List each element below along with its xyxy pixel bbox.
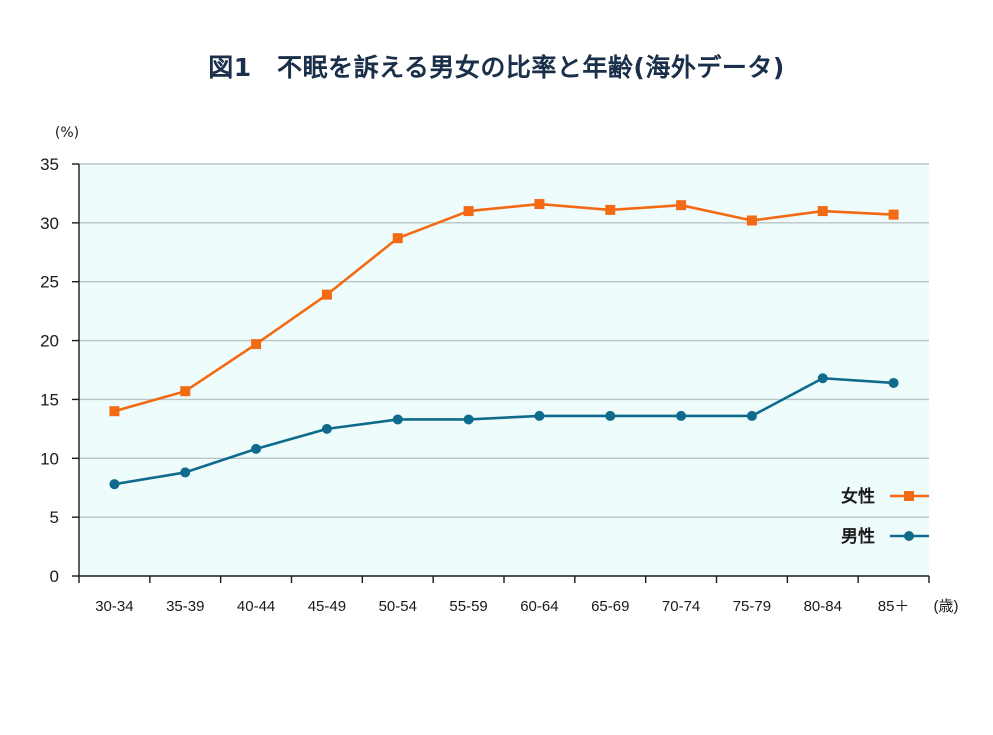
point-男性-55-59	[463, 414, 474, 425]
legend-label-女性: 女性	[841, 486, 875, 507]
plot-background	[79, 164, 929, 576]
point-女性-75-79	[746, 215, 757, 226]
x-tick-label-65-69: 65-69	[591, 598, 629, 615]
point-男性-80-84	[817, 373, 828, 384]
legend-item-女性: 女性	[841, 486, 929, 507]
point-女性-30-34	[109, 406, 120, 417]
point-女性-40-44	[251, 339, 262, 350]
point-女性-85＋	[888, 209, 899, 220]
y-tick-label-35: 35	[40, 155, 59, 174]
chart-title: 図1 不眠を訴える男女の比率と年齢(海外データ)	[208, 53, 785, 82]
x-tick-label-35-39: 35-39	[166, 598, 204, 615]
y-tick-label-30: 30	[40, 214, 59, 233]
point-女性-50-54	[392, 233, 403, 244]
point-男性-60-64	[534, 410, 545, 421]
point-女性-35-39	[180, 386, 191, 397]
x-tick-label-30-34: 30-34	[95, 598, 133, 615]
axes	[72, 163, 930, 583]
legend-marker-女性	[904, 491, 914, 501]
y-tick-label-0: 0	[50, 567, 59, 586]
x-tick-labels: 30-34 35-39 40-44 45-49 50-54 55-59 60-64 65-69…	[95, 598, 909, 615]
point-女性-45-49	[321, 289, 332, 300]
point-女性-55-59	[463, 206, 474, 217]
y-tick-label-10: 10	[40, 449, 59, 468]
x-tick-label-85＋: 85＋	[878, 598, 910, 615]
point-男性-50-54	[392, 414, 403, 425]
x-tick-label-55-59: 55-59	[449, 598, 487, 615]
x-tick-label-40-44: 40-44	[237, 598, 275, 615]
y-axis-unit-label: (%)	[55, 125, 79, 141]
point-男性-45-49	[321, 423, 332, 434]
series-line-女性	[114, 202, 894, 413]
series-男性	[109, 373, 899, 490]
x-tick-label-50-54: 50-54	[379, 598, 417, 615]
y-tick-label-5: 5	[50, 508, 59, 527]
point-男性-85＋	[888, 377, 899, 388]
point-男性-65-69	[605, 410, 616, 421]
point-男性-70-74	[676, 410, 687, 421]
x-tick-label-80-84: 80-84	[804, 598, 842, 615]
legend-label-男性: 男性	[841, 526, 875, 547]
legend-marker-男性	[904, 531, 914, 541]
series-line-男性	[114, 376, 894, 486]
x-tick-label-75-79: 75-79	[733, 598, 771, 615]
x-tick-label-60-64: 60-64	[520, 598, 558, 615]
x-tick-label-45-49: 45-49	[308, 598, 346, 615]
x-axis-unit-label: (歳)	[934, 598, 959, 615]
series	[109, 199, 899, 490]
point-女性-80-84	[817, 206, 828, 217]
x-tick-label-70-74: 70-74	[662, 598, 700, 615]
y-tick-label-15: 15	[40, 390, 59, 409]
y-tick-label-20: 20	[40, 332, 59, 351]
y-tick-labels: 0 5 10 15 20 25 30 35	[40, 155, 59, 586]
point-男性-40-44	[251, 443, 262, 454]
legend-item-男性: 男性	[841, 526, 929, 547]
point-女性-60-64	[534, 199, 545, 210]
point-女性-70-74	[676, 200, 687, 211]
point-男性-75-79	[746, 410, 757, 421]
point-男性-30-34	[109, 479, 120, 490]
y-tick-label-25: 25	[40, 273, 59, 292]
gridlines	[79, 163, 929, 518]
point-女性-65-69	[605, 204, 616, 215]
point-男性-35-39	[180, 467, 191, 478]
series-女性	[109, 199, 899, 417]
